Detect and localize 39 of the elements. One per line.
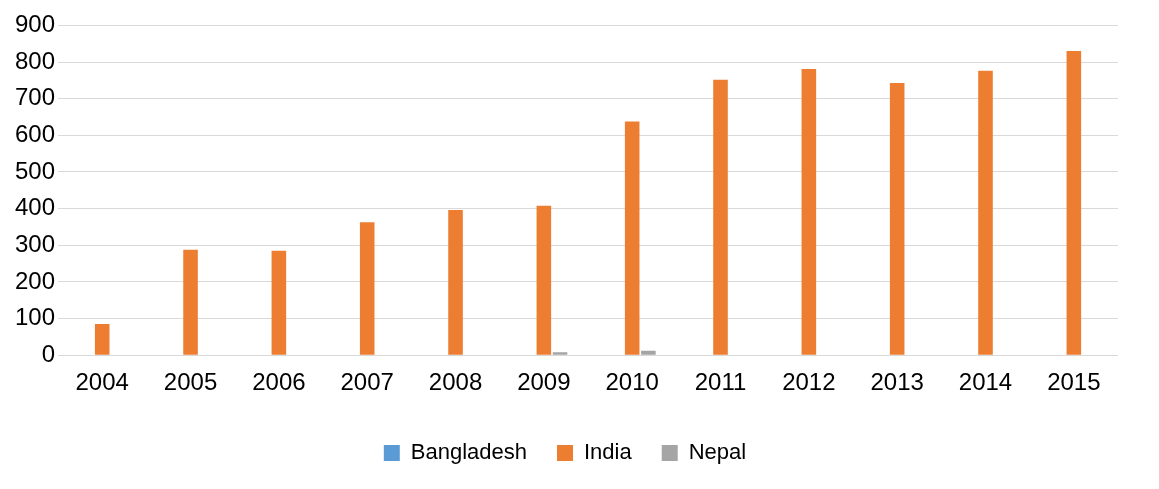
bar: [448, 210, 463, 355]
bar: [641, 350, 656, 355]
bar: [536, 205, 552, 355]
x-tick-label: 2012: [782, 368, 836, 396]
bar: [978, 70, 993, 355]
x-tick-label: 2004: [75, 368, 129, 396]
x-tick-label: 2005: [163, 368, 218, 396]
x-tick-label: 2015: [1047, 368, 1101, 396]
bar: [1066, 51, 1082, 355]
y-tick-label: 300: [15, 229, 56, 257]
bar: [552, 352, 568, 355]
bar: [94, 324, 110, 355]
legend-label: Nepal: [688, 439, 747, 465]
y-tick-label: 200: [15, 266, 56, 294]
x-tick-label: 2008: [428, 368, 483, 396]
y-tick-label: 900: [15, 10, 56, 38]
bar: [889, 82, 905, 355]
bar: [271, 250, 287, 355]
x-tick-label: 2013: [870, 368, 924, 396]
x-tick-label: 2007: [340, 368, 394, 396]
y-tick-label: 0: [41, 339, 56, 367]
bar: [624, 121, 640, 355]
y-tick-label: 700: [15, 83, 56, 111]
x-tick-label: 2011: [694, 368, 747, 396]
y-tick-label: 500: [15, 156, 56, 184]
bar: [183, 249, 198, 355]
legend-label: India: [584, 439, 633, 465]
bar: [713, 79, 728, 355]
legend-label: Bangladesh: [410, 439, 528, 465]
y-tick-label: 400: [15, 193, 56, 221]
x-tick-label: 2006: [252, 368, 306, 396]
bar: [359, 222, 375, 355]
x-tick-label: 2009: [517, 368, 571, 396]
bar: [801, 69, 817, 355]
x-tick-label: 2010: [605, 368, 659, 396]
y-tick-label: 100: [15, 303, 56, 331]
y-tick-label: 600: [15, 119, 56, 147]
y-tick-label: 800: [15, 46, 56, 74]
x-tick-label: 2014: [958, 368, 1013, 396]
